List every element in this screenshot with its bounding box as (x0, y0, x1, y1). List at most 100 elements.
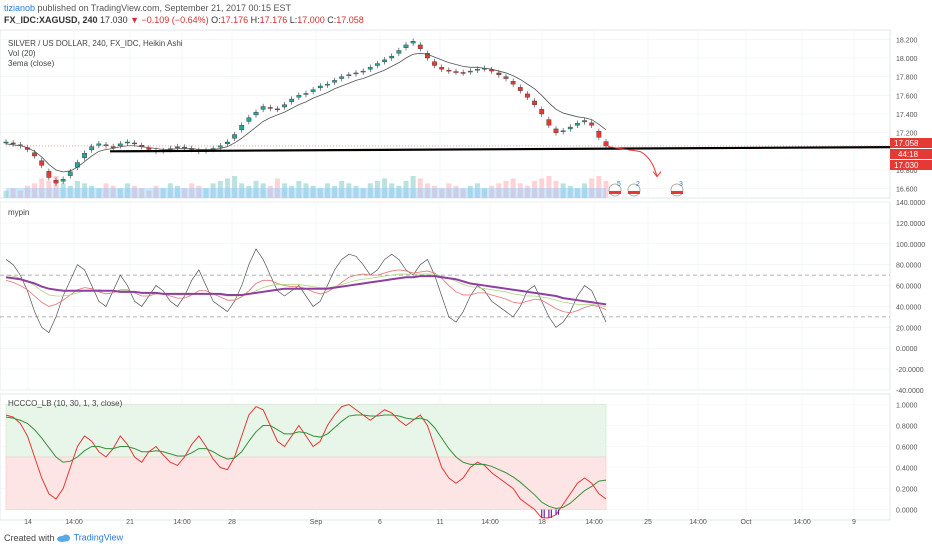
volume-bar (517, 183, 523, 198)
last-price-text: 17.058 (894, 139, 919, 148)
candle-body (517, 87, 523, 91)
candle-body (53, 180, 59, 184)
volume-bar (346, 183, 352, 198)
candle-body (60, 179, 66, 182)
volume-bar (446, 183, 452, 198)
candle-body (410, 40, 416, 44)
x-tick-label: Oct (741, 519, 752, 526)
event-flag-icon[interactable]: 2 (627, 181, 641, 197)
pane-border-2 (0, 201, 891, 391)
volume-bar (467, 185, 473, 198)
upper-band (5, 404, 607, 458)
candle-body (296, 95, 302, 98)
open-label: O: (211, 15, 221, 25)
volume-bar (317, 188, 323, 198)
hccco-pane[interactable] (5, 403, 607, 519)
author-link[interactable]: tizianob (4, 3, 36, 13)
candle-body (575, 123, 580, 126)
timer-text: 44:18 (898, 150, 919, 159)
candle-body (67, 171, 73, 176)
x-tick-label: 9 (852, 519, 856, 526)
volume-bar (224, 178, 230, 198)
labels-layer: SILVER / US DOLLAR, 240, FX_IDC, Heikin … (8, 39, 183, 408)
volume-bar (160, 188, 166, 198)
candle-body (125, 141, 130, 144)
candle-body (546, 119, 552, 126)
chart-header: tizianob published on TradingView.com, S… (0, 0, 932, 30)
candle-body (589, 122, 595, 126)
volume-bar (296, 180, 302, 198)
volume-bar (332, 185, 338, 198)
price-pane[interactable] (3, 38, 891, 198)
volume-bar (389, 183, 395, 198)
y-tick-label: 18.000 (896, 56, 918, 63)
volume-bar (303, 183, 309, 198)
low-price-text: 17.030 (894, 161, 919, 170)
x-tick-label: 18 (538, 519, 546, 526)
ema-label: 3ema (close) (8, 59, 55, 68)
x-tick-label: 14:00 (689, 519, 707, 526)
volume-bar (403, 180, 409, 198)
x-tick-label: 14:00 (481, 519, 499, 526)
volume-bar (324, 183, 330, 198)
volume-bar (232, 176, 238, 198)
volume-bar (117, 188, 123, 198)
y-tick-label: 120.0000 (896, 221, 925, 228)
candle-body (353, 72, 359, 75)
volume-bar (67, 185, 73, 198)
x-tick-label: 11 (436, 519, 443, 526)
volume-bar (253, 180, 259, 198)
y-tick-label: 17.200 (896, 131, 918, 138)
candle-body (389, 55, 395, 59)
candle-body (567, 126, 573, 130)
volume-bar (82, 183, 88, 198)
y-tick-label: 20.0000 (896, 325, 921, 332)
candle-body (303, 93, 309, 95)
candle-body (217, 145, 223, 148)
volume-bar (96, 188, 102, 198)
event-flag-icon[interactable]: 5 (608, 181, 622, 197)
candle-body (582, 120, 587, 123)
volume-bar (10, 188, 16, 198)
volume-bar (482, 188, 488, 198)
candle-body (432, 61, 437, 66)
y-tick-label: 0.8000 (896, 424, 918, 431)
x-tick-label: 21 (126, 519, 134, 526)
event-flag-icon[interactable]: 3 (670, 181, 684, 197)
volume-bar (217, 180, 223, 198)
economic-events[interactable]: 5 2 3 (608, 181, 684, 197)
volume-bar (474, 183, 480, 198)
pane-border-3 (0, 393, 891, 521)
volume-bar (574, 188, 580, 198)
x-tick-label: 6 (378, 519, 382, 526)
volume-bar (182, 188, 188, 198)
volume-bar (374, 180, 380, 198)
candle-body (596, 131, 602, 138)
volume-bar (153, 185, 159, 198)
volume-bar (103, 183, 109, 198)
last-value: 17.030 (100, 15, 128, 25)
high-label: H: (250, 15, 260, 25)
candle-body (289, 98, 295, 103)
support-trendline (109, 146, 891, 153)
candle-body (110, 146, 116, 148)
volume-bar (353, 185, 359, 198)
candle-body (39, 160, 45, 166)
y-tick-label: 0.0000 (896, 508, 918, 515)
event-count-3: 3 (679, 181, 683, 188)
candle-body (367, 67, 373, 70)
chart-canvas[interactable]: 14 14:00 21 14:00 28 Sep 6 11 14:00 18 14:00 25 14:0… (0, 28, 932, 528)
volume-bar (17, 190, 23, 198)
mypin-pane[interactable] (0, 248, 890, 334)
volume-bar (367, 183, 373, 198)
change-value: −0.109 (−0.64%) (141, 15, 209, 25)
candle-body (539, 109, 545, 115)
high-value: 17.176 (259, 15, 288, 25)
price-pane-title: SILVER / US DOLLAR, 240, FX_IDC, Heikin … (8, 39, 183, 48)
volume-bar (382, 178, 388, 198)
tradingview-brand[interactable]: TradingView (73, 532, 124, 543)
event-count-2: 2 (636, 181, 640, 188)
volume-bar (424, 183, 430, 198)
y-tick-label: -40.0000 (896, 388, 924, 395)
y-tick-label: 16.600 (896, 187, 918, 194)
